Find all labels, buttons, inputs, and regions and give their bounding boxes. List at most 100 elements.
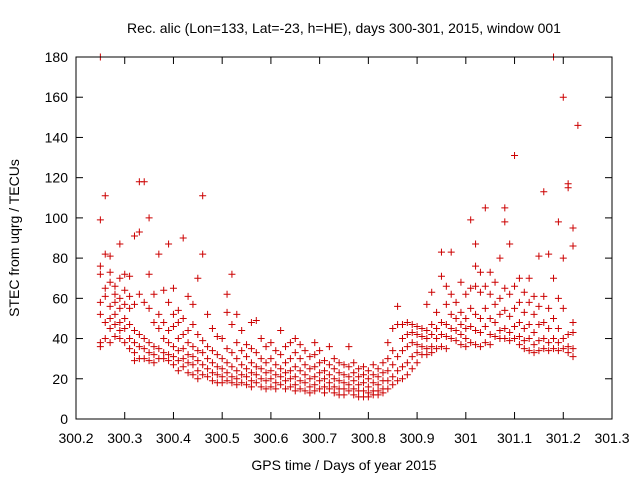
- data-point: [457, 341, 465, 349]
- data-point: [433, 335, 441, 343]
- data-point: [423, 327, 431, 335]
- data-point: [194, 331, 202, 339]
- data-point: [379, 359, 387, 367]
- data-point: [101, 292, 109, 300]
- data-point: [403, 359, 411, 367]
- data-point: [311, 351, 319, 359]
- data-point: [228, 270, 236, 278]
- data-point: [257, 355, 265, 363]
- data-point: [330, 383, 338, 391]
- data-point: [340, 361, 348, 369]
- x-axis-label: GPS time / Days of year 2015: [251, 457, 436, 473]
- data-point: [140, 298, 148, 306]
- data-point: [364, 393, 372, 401]
- data-point: [408, 365, 416, 373]
- data-point: [389, 381, 397, 389]
- data-point: [525, 347, 533, 355]
- data-point: [179, 314, 187, 322]
- data-points: [96, 53, 582, 401]
- data-point: [506, 329, 514, 337]
- data-point: [325, 379, 333, 387]
- data-point: [486, 268, 494, 276]
- data-point: [252, 371, 260, 379]
- data-point: [174, 367, 182, 375]
- data-point: [350, 359, 358, 367]
- data-point: [545, 339, 553, 347]
- data-point: [106, 314, 114, 322]
- data-point: [247, 345, 255, 353]
- data-point: [325, 371, 333, 379]
- data-point: [540, 318, 548, 326]
- data-point: [437, 248, 445, 256]
- data-point: [433, 308, 441, 316]
- data-point: [291, 387, 299, 395]
- data-point: [467, 322, 475, 330]
- data-point: [559, 93, 567, 101]
- data-point: [335, 369, 343, 377]
- data-point: [174, 335, 182, 343]
- data-point: [111, 320, 119, 328]
- data-point: [447, 335, 455, 343]
- data-point: [569, 318, 577, 326]
- data-point: [355, 365, 363, 373]
- data-point: [213, 363, 221, 371]
- data-point: [150, 318, 158, 326]
- data-point: [282, 359, 290, 367]
- data-point: [345, 387, 353, 395]
- data-point: [179, 331, 187, 339]
- data-point: [530, 292, 538, 300]
- data-point: [389, 325, 397, 332]
- data-point: [511, 322, 519, 330]
- data-point: [174, 347, 182, 355]
- data-point: [267, 375, 275, 383]
- data-point: [130, 349, 138, 357]
- data-point: [267, 383, 275, 391]
- x-tick-label: 300.6: [253, 430, 288, 446]
- data-point: [121, 339, 129, 347]
- data-point: [437, 272, 445, 280]
- data-point: [101, 192, 109, 200]
- data-point: [403, 318, 411, 326]
- data-point: [106, 302, 114, 310]
- data-point: [496, 254, 504, 262]
- data-point: [257, 365, 265, 373]
- data-point: [428, 320, 436, 328]
- data-point: [189, 353, 197, 361]
- data-point: [321, 357, 329, 365]
- data-point: [418, 325, 426, 332]
- data-point: [564, 343, 572, 351]
- data-point: [140, 178, 148, 186]
- data-point: [501, 284, 509, 292]
- data-point: [554, 218, 562, 226]
- data-point: [462, 314, 470, 322]
- data-point: [194, 357, 202, 365]
- data-point: [374, 381, 382, 389]
- data-point: [267, 355, 275, 363]
- x-tick-label: 301.3: [594, 430, 629, 446]
- data-point: [179, 345, 187, 353]
- data-point: [145, 349, 153, 357]
- data-point: [447, 248, 455, 256]
- data-point: [291, 349, 299, 357]
- data-point: [462, 335, 470, 343]
- data-point: [345, 363, 353, 371]
- data-point: [525, 298, 533, 306]
- data-point: [213, 351, 221, 359]
- data-point: [321, 375, 329, 383]
- data-point: [554, 294, 562, 302]
- data-point: [204, 310, 212, 318]
- data-point: [130, 232, 138, 240]
- data-point: [501, 325, 509, 332]
- data-point: [247, 369, 255, 377]
- y-tick-label: 80: [52, 250, 68, 266]
- data-point: [96, 216, 104, 224]
- data-point: [423, 351, 431, 359]
- data-point: [111, 290, 119, 298]
- y-tick-label: 40: [52, 331, 68, 347]
- data-point: [515, 318, 523, 326]
- data-point: [364, 367, 372, 375]
- x-tick-label: 300.8: [351, 430, 386, 446]
- data-point: [398, 363, 406, 371]
- data-point: [457, 278, 465, 286]
- x-tick-label: 300.5: [205, 430, 240, 446]
